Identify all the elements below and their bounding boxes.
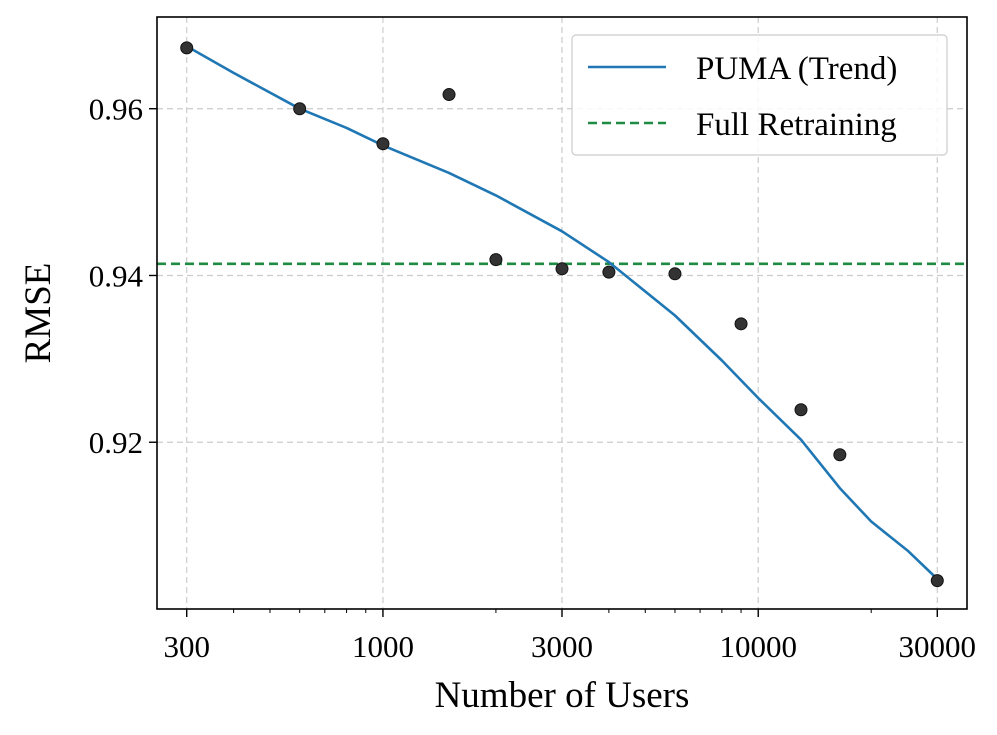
data-point bbox=[668, 267, 682, 281]
legend-label-baseline: Full Retraining bbox=[696, 107, 897, 143]
legend-label-trend: PUMA (Trend) bbox=[696, 51, 897, 87]
x-axis-title: Number of Users bbox=[435, 675, 690, 716]
data-point bbox=[602, 265, 616, 279]
trend-line bbox=[186, 45, 939, 580]
data-point bbox=[833, 448, 847, 462]
y-tick-label: 0.92 bbox=[89, 425, 143, 460]
y-tick-label: 0.94 bbox=[89, 258, 144, 293]
legend-box bbox=[571, 34, 948, 156]
data-point bbox=[930, 574, 944, 588]
data-point bbox=[555, 262, 569, 276]
data-point bbox=[442, 88, 456, 102]
y-axis-title: RMSE bbox=[18, 263, 59, 364]
data-point bbox=[489, 253, 503, 267]
data-point bbox=[293, 102, 307, 116]
legend: PUMA (Trend) Full Retraining bbox=[571, 34, 948, 156]
data-point bbox=[734, 317, 748, 331]
y-tick-label: 0.96 bbox=[89, 92, 143, 127]
x-tick-label: 3000 bbox=[531, 629, 593, 664]
trend-series bbox=[186, 45, 939, 580]
data-point bbox=[376, 137, 390, 151]
x-tick-label: 30000 bbox=[899, 629, 977, 664]
data-points bbox=[180, 41, 944, 588]
x-tick-label: 300 bbox=[163, 629, 210, 664]
x-tick-label: 1000 bbox=[352, 629, 414, 664]
axis-ticks: 300 1000 3000 10000 30000 0.92 0.94 0.96 bbox=[89, 92, 976, 664]
data-point bbox=[794, 403, 808, 417]
data-point bbox=[180, 41, 194, 55]
x-tick-label: 10000 bbox=[719, 629, 797, 664]
